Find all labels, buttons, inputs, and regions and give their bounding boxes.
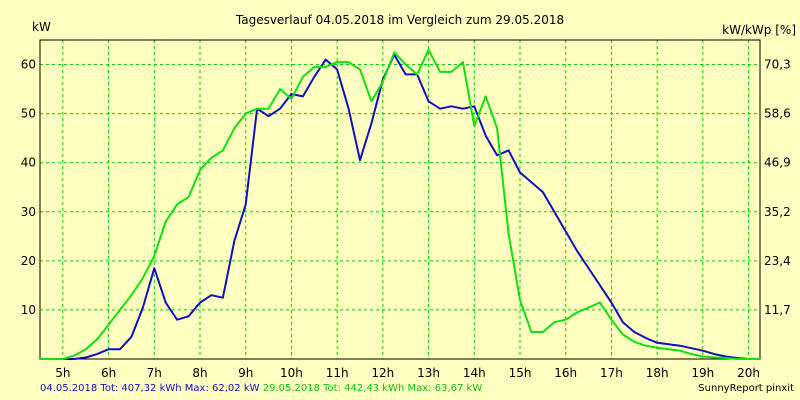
y-tick-label-right: 58,6 [764,107,791,121]
y-tick-label-right: 23,4 [764,254,791,268]
grid [40,40,760,359]
y-tick-label-right: 70,3 [764,58,791,72]
x-tick-label: 11h [326,366,349,380]
y-tick-label-left: 30 [21,205,36,219]
footer-stats: 04.05.2018 Tot: 407,32 kWh Max: 62,02 kW… [40,383,482,394]
y-tick-label-left: 20 [21,254,36,268]
plot-frame [39,39,761,360]
x-tick-label: 19h [691,366,714,380]
y-axis-label-right: kW/kWp [%] [722,23,796,37]
footer-credit: SunnyReport pinxit [698,383,794,394]
y-tick-label-right: 46,9 [764,156,791,170]
y-tick-label-left: 10 [21,303,36,317]
footer-series-1: 04.05.2018 Tot: 407,32 kWh Max: 62,02 kW [40,383,260,394]
y-ticks-right: 11,7 23,4 35,2 46,9 58,6 70,3 [764,58,791,317]
x-tick-label: 9h [238,366,253,380]
series-line-2 [40,48,760,360]
x-tick-label: 12h [371,366,394,380]
y-ticks-left: 10 20 30 40 50 60 [21,58,36,317]
x-tick-label: 16h [554,366,577,380]
x-tick-label: 20h [737,366,760,380]
y-tick-label-right: 11,7 [764,303,791,317]
x-tick-label: 15h [509,366,532,380]
x-tick-label: 7h [147,366,162,380]
x-ticks: 5h 6h 7h 8h 9h 10h 11h 12h 13h 14h 15h 16h 17h 18h 19h… [55,366,760,380]
x-tick-label: 14h [463,366,486,380]
x-tick-label: 8h [192,366,207,380]
y-axis-label-left: kW [32,20,51,34]
y-tick-label-left: 50 [21,107,36,121]
series-group [40,48,760,360]
chart-title: Tagesverlauf 04.05.2018 im Vergleich zum… [235,13,564,27]
footer-series-2: 29.05.2018 Tot: 442,43 kWh Max: 63,67 kW [262,383,483,394]
y-tick-label-left: 60 [21,58,36,72]
x-tick-label: 5h [55,366,70,380]
x-tick-label: 13h [417,366,440,380]
y-tick-label-right: 35,2 [764,205,791,219]
y-tick-label-left: 40 [21,156,36,170]
x-tick-label: 18h [646,366,669,380]
x-tick-label: 10h [280,366,303,380]
x-tick-label: 6h [101,366,116,380]
x-tick-label: 17h [600,366,623,380]
series-line-1 [40,53,760,360]
